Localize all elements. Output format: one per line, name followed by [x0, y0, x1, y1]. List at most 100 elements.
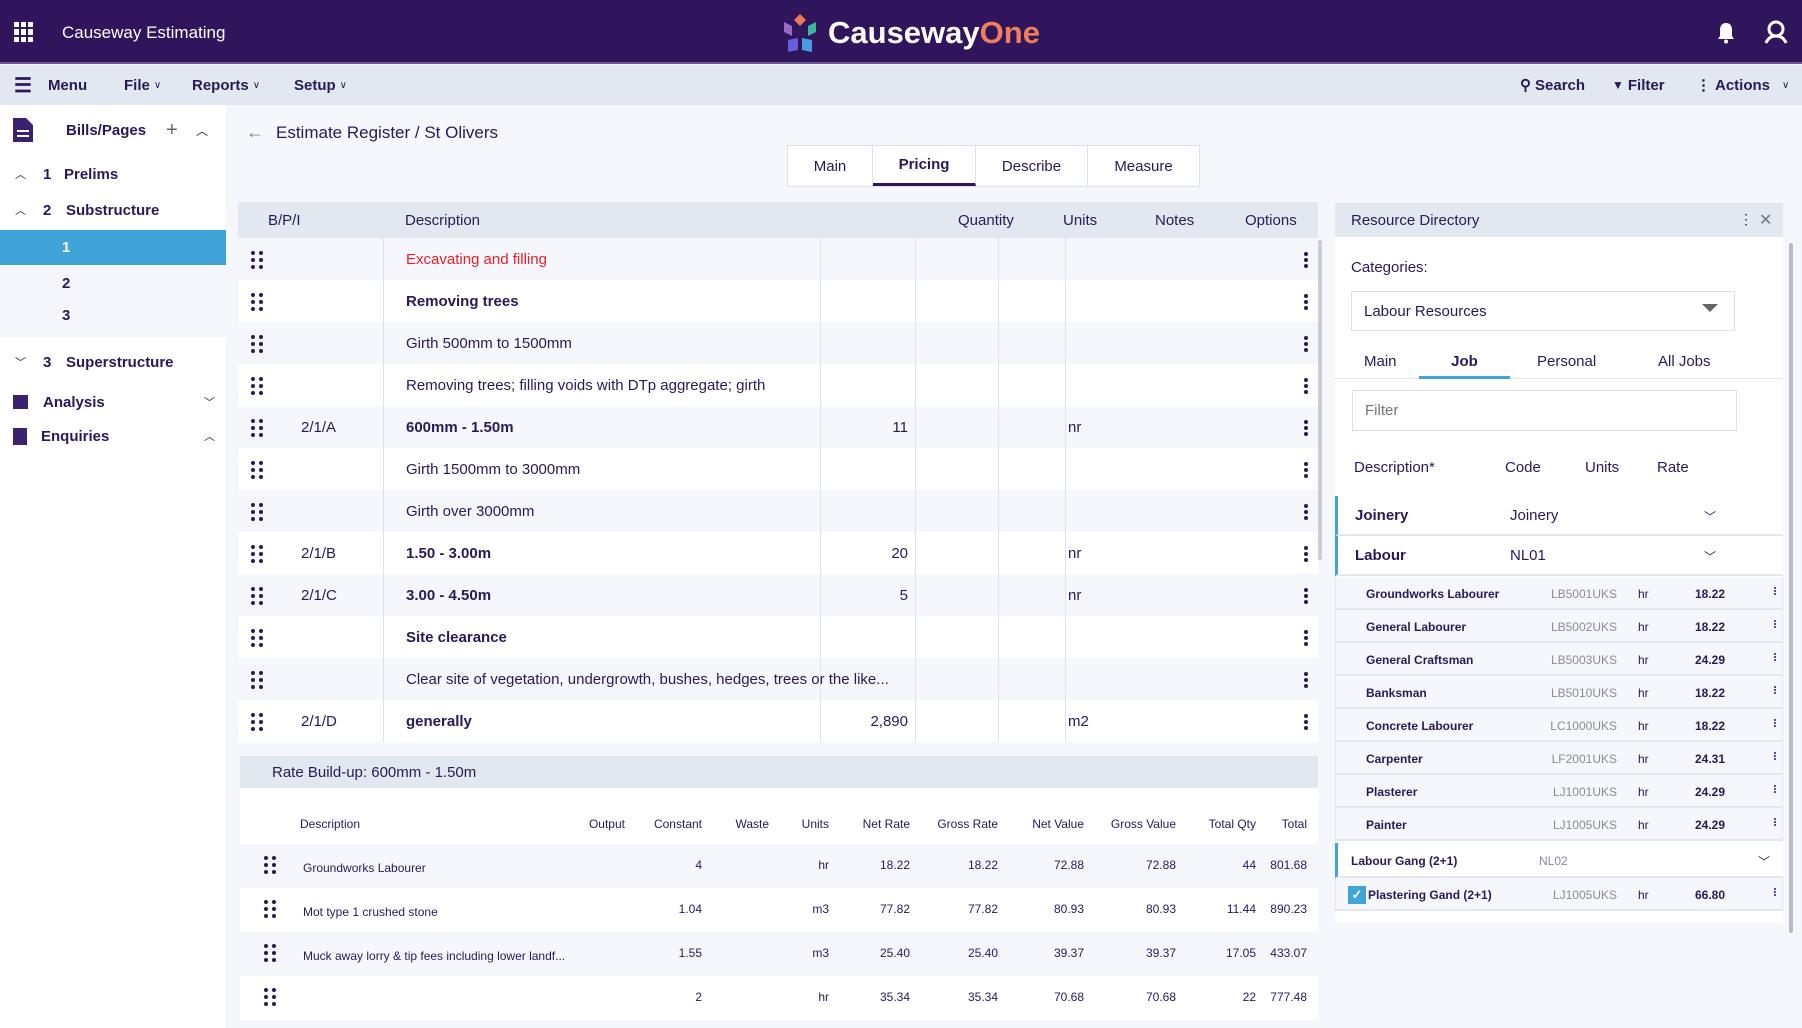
- table-row[interactable]: Removing trees: [238, 280, 1318, 322]
- col-code[interactable]: Code: [1505, 459, 1541, 476]
- resource-item[interactable]: General Labourer LB5002UKS hr 18.22: [1335, 610, 1783, 643]
- reports-menu[interactable]: Reports ∨: [192, 77, 260, 94]
- drag-handle-icon[interactable]: [251, 293, 263, 311]
- col-options[interactable]: Options: [1245, 211, 1297, 229]
- row-options-icon[interactable]: [1304, 588, 1308, 606]
- row-options-icon[interactable]: [1304, 714, 1308, 732]
- rate-row[interactable]: Muck away lorry & tip fees including low…: [240, 932, 1318, 976]
- resource-item[interactable]: Groundworks Labourer LB5001UKS hr 18.22: [1335, 577, 1783, 610]
- close-icon[interactable]: ✕: [1759, 212, 1773, 229]
- row-options-icon[interactable]: [1774, 620, 1778, 629]
- tab-job[interactable]: Job: [1419, 343, 1510, 379]
- setup-menu[interactable]: Setup ∨: [294, 77, 347, 94]
- table-row[interactable]: Girth over 3000mm: [238, 490, 1318, 532]
- table-row[interactable]: Girth 1500mm to 3000mm: [238, 448, 1318, 490]
- kebab-icon[interactable]: ⋮: [1739, 211, 1753, 227]
- resource-item[interactable]: Banksman LB5010UKS hr 18.22: [1335, 676, 1783, 709]
- row-options-icon[interactable]: [1304, 546, 1308, 564]
- row-options-icon[interactable]: [1774, 752, 1778, 761]
- row-options-icon[interactable]: [1304, 378, 1308, 396]
- row-options-icon[interactable]: [1304, 294, 1308, 312]
- sidebar-page-3[interactable]: 3: [62, 307, 71, 324]
- col-notes[interactable]: Notes: [1155, 211, 1195, 229]
- drag-handle-icon[interactable]: [251, 503, 263, 521]
- col-total[interactable]: Total: [1281, 817, 1307, 831]
- tab-pricing[interactable]: Pricing: [873, 146, 976, 186]
- checkbox-checked[interactable]: ✓: [1348, 886, 1366, 904]
- tab-measure[interactable]: Measure: [1114, 157, 1173, 175]
- drag-handle-icon[interactable]: [251, 251, 263, 269]
- col-output[interactable]: Output: [588, 817, 625, 831]
- drag-handle-icon[interactable]: [264, 944, 276, 962]
- actions-button[interactable]: ⋮ Actions ∨: [1696, 76, 1789, 95]
- col-description[interactable]: Description: [300, 817, 361, 831]
- table-row[interactable]: Clear site of vegetation, undergrowth, b…: [238, 658, 1318, 700]
- drag-handle-icon[interactable]: [251, 419, 263, 437]
- row-options-icon[interactable]: [1774, 818, 1778, 827]
- drag-handle-icon[interactable]: [251, 671, 263, 689]
- table-row[interactable]: 2/1/A 600mm - 1.50m 11 nr: [238, 406, 1318, 448]
- rate-row[interactable]: 2 hr 35.34 35.34 70.68 70.68 22 777.48: [240, 976, 1318, 1020]
- resource-group-labour[interactable]: Labour NL01 ﹀: [1335, 536, 1783, 576]
- filter-input[interactable]: [1352, 390, 1737, 431]
- resource-item[interactable]: Concrete Labourer LC1000UKS hr 18.22: [1335, 709, 1783, 742]
- col-waste[interactable]: Waste: [735, 817, 769, 831]
- filter-button[interactable]: ▼ Filter: [1612, 77, 1665, 94]
- resource-item[interactable]: General Craftsman LB5003UKS hr 24.29: [1335, 643, 1783, 676]
- table-row[interactable]: Girth 500mm to 1500mm: [238, 322, 1318, 364]
- row-options-icon[interactable]: [1774, 686, 1778, 695]
- resource-item[interactable]: Painter LJ1005UKS hr 24.29: [1335, 808, 1783, 841]
- row-options-icon[interactable]: [1774, 888, 1778, 897]
- col-description[interactable]: Description: [405, 211, 481, 229]
- sidebar-page-2[interactable]: 2: [62, 275, 71, 292]
- table-row[interactable]: Site clearance: [238, 616, 1318, 658]
- row-options-icon[interactable]: [1304, 672, 1308, 690]
- tab-main[interactable]: Main: [1364, 353, 1397, 370]
- col-units[interactable]: Units: [1585, 459, 1620, 476]
- rate-row[interactable]: Mot type 1 crushed stone 1.04 m3 77.82 77.82…: [240, 888, 1318, 932]
- row-options-icon[interactable]: [1304, 420, 1308, 438]
- drag-handle-icon[interactable]: [251, 629, 263, 647]
- category-select[interactable]: Labour Resources: [1351, 291, 1735, 331]
- drag-handle-icon[interactable]: [251, 335, 263, 353]
- table-row[interactable]: 2/1/D generally 2,890 m2: [238, 700, 1318, 742]
- row-options-icon[interactable]: [1774, 785, 1778, 794]
- resource-item[interactable]: Carpenter LF2001UKS hr 24.31: [1335, 742, 1783, 775]
- tab-personal[interactable]: Personal: [1537, 353, 1597, 370]
- drag-handle-icon[interactable]: [251, 461, 263, 479]
- col-quantity[interactable]: Quantity: [958, 211, 1014, 229]
- menu-button[interactable]: ☰ Menu: [14, 73, 87, 98]
- panel-scrollbar[interactable]: [1789, 243, 1793, 933]
- table-row[interactable]: 2/1/B 1.50 - 3.00m 20 nr: [238, 532, 1318, 574]
- back-arrow-icon[interactable]: ←: [246, 122, 264, 142]
- col-gross-value[interactable]: Gross Value: [1110, 817, 1176, 831]
- row-options-icon[interactable]: [1304, 630, 1308, 648]
- table-scrollbar[interactable]: [1318, 240, 1322, 560]
- col-bpi[interactable]: B/P/I: [268, 211, 301, 229]
- resource-item[interactable]: Plasterer LJ1001UKS hr 24.29: [1335, 775, 1783, 808]
- col-units[interactable]: Units: [1063, 211, 1098, 229]
- collapse-icon[interactable]: ︿: [196, 123, 209, 138]
- resource-group-joinery[interactable]: Joinery Joinery ﹀: [1335, 496, 1783, 536]
- table-row[interactable]: Removing trees; filling voids with DTp a…: [238, 364, 1318, 406]
- table-row[interactable]: Excavating and filling: [238, 238, 1318, 280]
- resource-group-labour-gang[interactable]: Labour Gang (2+1) NL02 ﹀: [1335, 843, 1783, 878]
- sidebar-analysis[interactable]: Analysis ﹀: [0, 386, 226, 418]
- col-description[interactable]: Description*: [1354, 459, 1435, 476]
- notification-bell-icon[interactable]: [1716, 22, 1736, 44]
- file-menu[interactable]: File ∨: [124, 77, 161, 94]
- drag-handle-icon[interactable]: [251, 713, 263, 731]
- search-button[interactable]: ⚲ Search: [1520, 76, 1585, 95]
- drag-handle-icon[interactable]: [264, 900, 276, 918]
- app-launcher-icon[interactable]: [14, 22, 34, 42]
- col-rate[interactable]: Rate: [1657, 459, 1689, 476]
- tab-main[interactable]: Main: [788, 146, 873, 186]
- col-units[interactable]: Units: [801, 817, 829, 831]
- rate-row[interactable]: Groundworks Labourer 4 hr 18.22 18.22 72.88 72…: [240, 844, 1318, 888]
- col-net-value[interactable]: Net Value: [1032, 817, 1084, 831]
- drag-handle-icon[interactable]: [264, 988, 276, 1006]
- sidebar-page-1[interactable]: 1: [0, 230, 226, 265]
- row-options-icon[interactable]: [1304, 504, 1308, 522]
- col-gross-rate[interactable]: Gross Rate: [937, 817, 998, 831]
- row-options-icon[interactable]: [1774, 719, 1778, 728]
